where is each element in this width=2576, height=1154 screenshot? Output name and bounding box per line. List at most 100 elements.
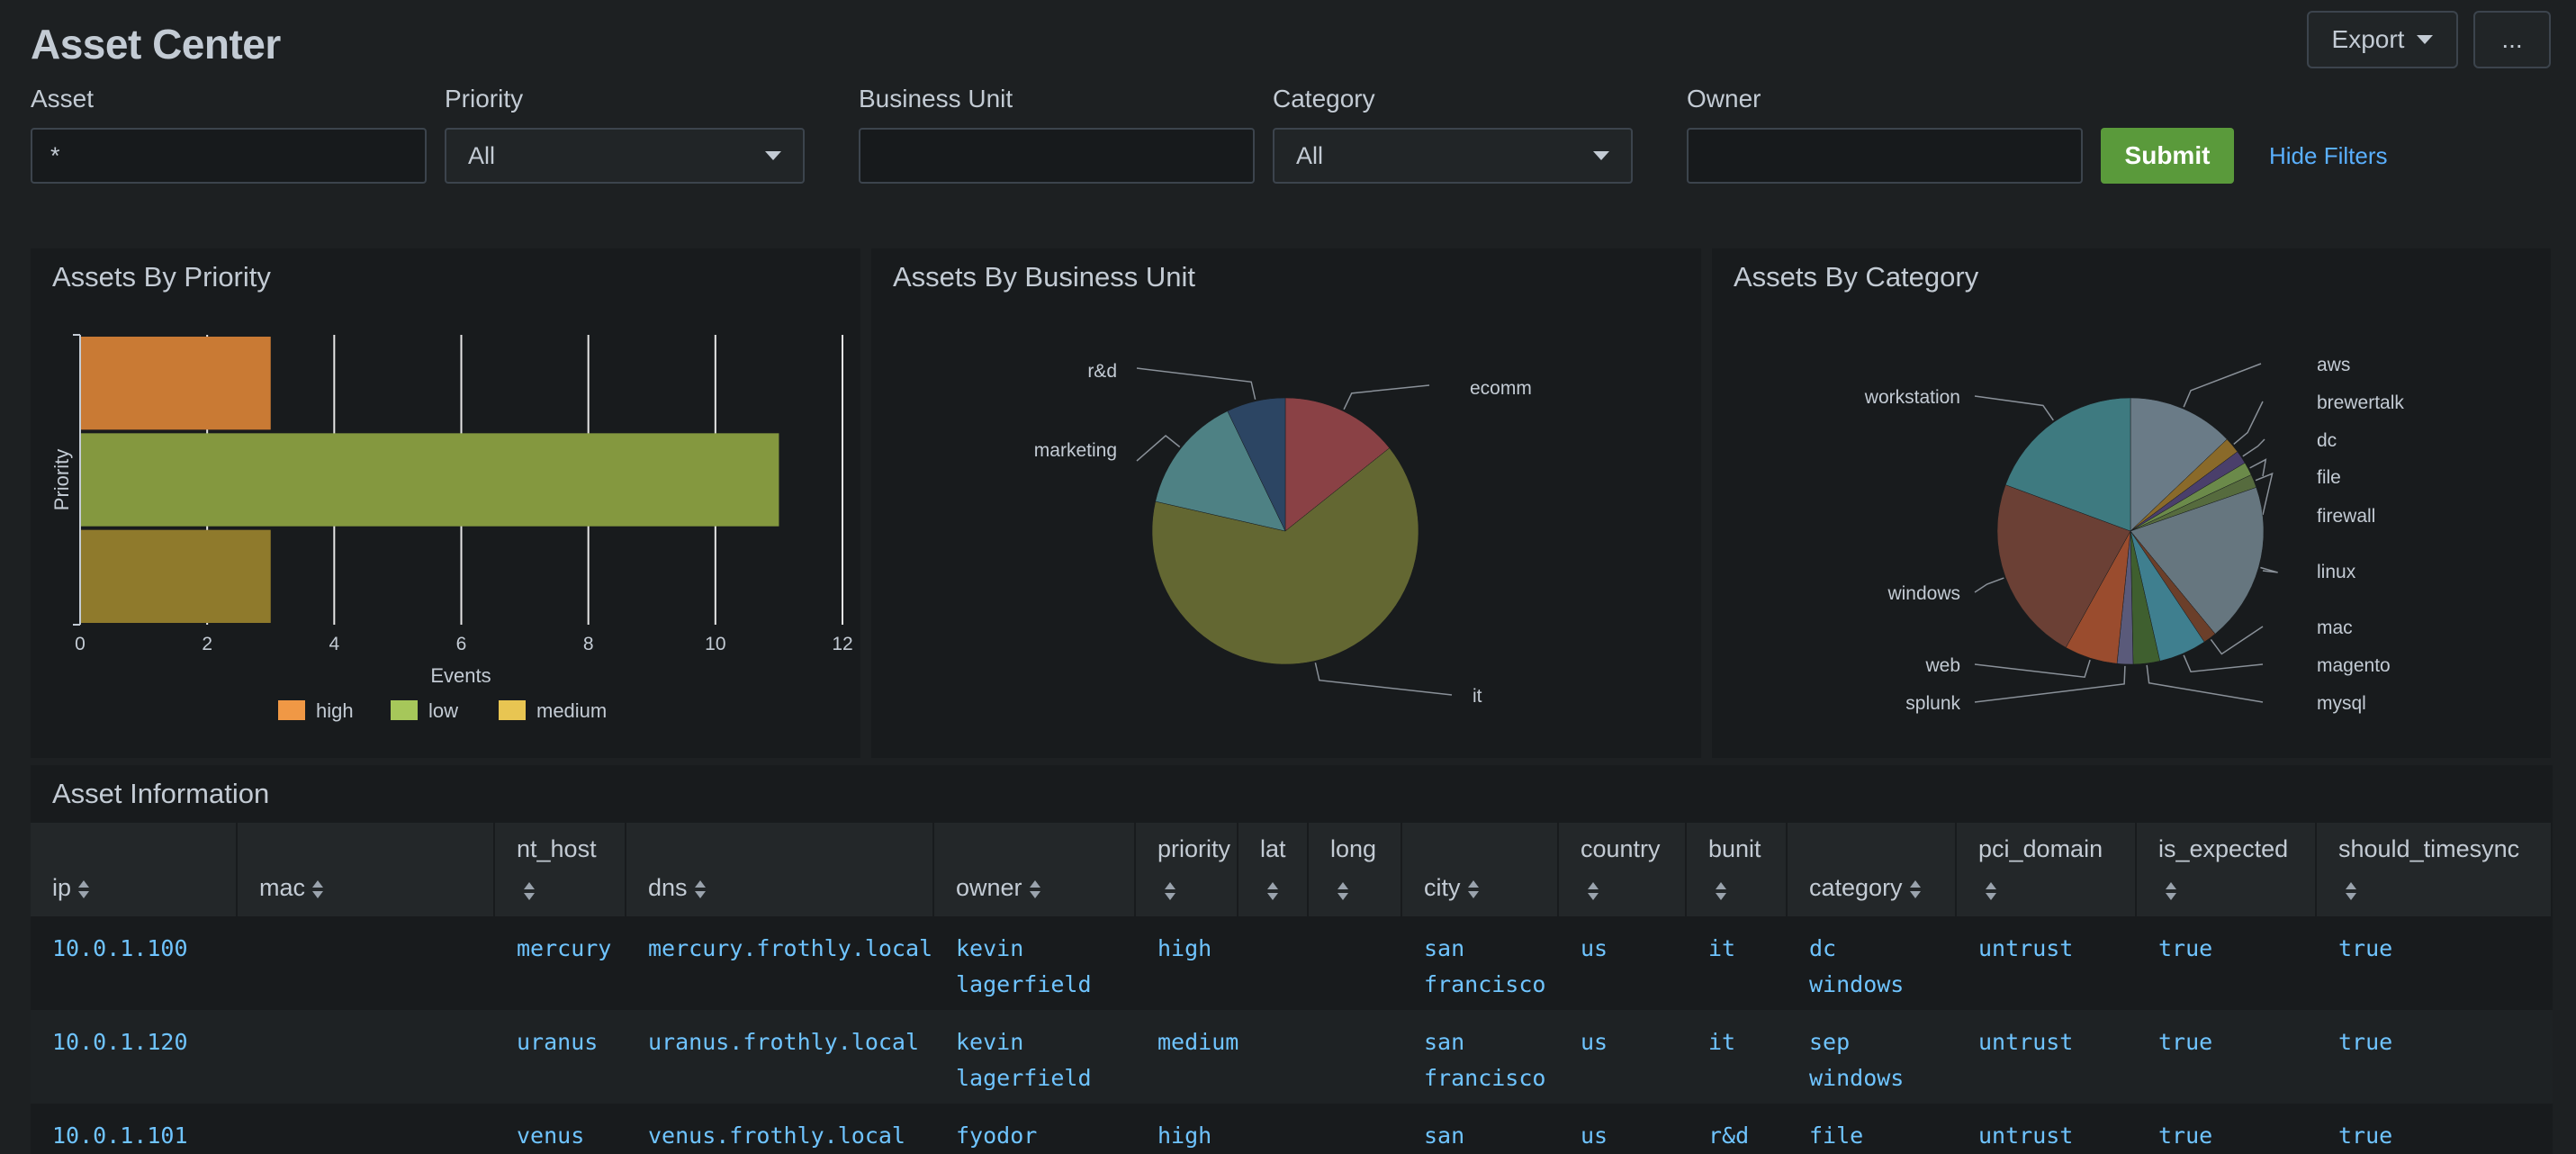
- cell-dns[interactable]: uranus.frothly.local: [648, 1029, 920, 1055]
- owner-input[interactable]: [1687, 128, 2083, 184]
- cell-priority[interactable]: high: [1157, 935, 1212, 961]
- column-header-dns[interactable]: dns: [626, 823, 934, 916]
- cell-ip[interactable]: 10.0.1.120: [52, 1029, 188, 1055]
- cell-pci-domain[interactable]: untrust: [1978, 935, 2074, 961]
- cell-category[interactable]: file: [1788, 1118, 1863, 1154]
- slice-ecomm: [1284, 397, 1391, 532]
- x-axis-label: Events: [430, 664, 491, 687]
- leader-line: [1136, 435, 1181, 462]
- pie-label-it: it: [1473, 686, 1482, 707]
- column-header-mac[interactable]: mac: [238, 823, 495, 916]
- column-header-pci-domain[interactable]: pci_domain: [1957, 823, 2137, 916]
- cell-value: file: [1809, 1122, 1864, 1149]
- table-row[interactable]: 10.0.1.101 venus venus.frothly.local fyodor…: [31, 1104, 2553, 1154]
- hide-filters-link[interactable]: Hide Filters: [2269, 142, 2388, 169]
- sort-icon: [1165, 881, 1175, 901]
- table-row[interactable]: 10.0.1.120 uranus uranus.frothly.local kevi…: [31, 1010, 2553, 1104]
- slice-workstation: [2004, 397, 2131, 532]
- column-header-ip[interactable]: ip: [31, 823, 238, 916]
- cell-bunit[interactable]: r&d: [1708, 1122, 1750, 1149]
- cell-is-expected[interactable]: true: [2158, 1029, 2213, 1055]
- cell-country[interactable]: us: [1581, 935, 1608, 961]
- cell-category[interactable]: sep windows: [1788, 1024, 1904, 1096]
- cell-ip[interactable]: 10.0.1.100: [52, 935, 188, 961]
- export-label: Export: [2331, 25, 2405, 53]
- asset-input[interactable]: *: [31, 128, 427, 184]
- table-title: Asset Information: [52, 778, 270, 809]
- pie-label-web: web: [1924, 655, 1960, 676]
- cell-owner[interactable]: kevin lagerfield: [934, 931, 1092, 1003]
- cell-value: san: [1424, 1029, 1465, 1055]
- x-tick-label: 4: [329, 634, 339, 654]
- cell-value: francisco: [1424, 1065, 1546, 1091]
- pie-label-mysql: mysql: [2317, 693, 2366, 714]
- sort-icon: [312, 879, 324, 899]
- export-button[interactable]: Export: [2307, 11, 2458, 68]
- cell-bunit[interactable]: it: [1708, 1029, 1736, 1055]
- owner-filter-label: Owner: [1687, 85, 1761, 113]
- cell-should-timesync[interactable]: true: [2338, 1122, 2393, 1149]
- cell-pci-domain[interactable]: untrust: [1978, 1122, 2074, 1149]
- pie-label-linux: linux: [2317, 562, 2356, 582]
- pie-label-firewall: firewall: [2317, 506, 2375, 527]
- cell-pci-domain[interactable]: untrust: [1978, 1029, 2074, 1055]
- cell-ip[interactable]: 10.0.1.101: [52, 1122, 188, 1149]
- column-header-long[interactable]: long: [1309, 823, 1402, 916]
- cell-city[interactable]: san francisco: [1402, 931, 1545, 1003]
- cell-is-expected[interactable]: true: [2158, 1122, 2213, 1149]
- cell-value: lagerfield: [956, 1065, 1092, 1091]
- column-header-label: category: [1809, 874, 1903, 901]
- cell-owner[interactable]: fyodor: [934, 1118, 1037, 1154]
- priority-select[interactable]: All: [445, 128, 805, 184]
- cell-owner[interactable]: kevin lagerfield: [934, 1024, 1092, 1096]
- cell-country[interactable]: us: [1581, 1029, 1608, 1055]
- cell-is-expected[interactable]: true: [2158, 935, 2213, 961]
- cell-city[interactable]: san francisco: [1402, 1024, 1545, 1096]
- pie-label-workstation: workstation: [1864, 387, 1960, 408]
- x-tick-label: 2: [202, 634, 212, 654]
- pie-label-brewertalk: brewertalk: [2317, 392, 2404, 413]
- cell-city[interactable]: san: [1402, 1118, 1464, 1154]
- column-header-country[interactable]: country: [1559, 823, 1687, 916]
- column-header-is-expected[interactable]: is_expected: [2137, 823, 2317, 916]
- cell-priority[interactable]: medium: [1157, 1029, 1239, 1055]
- column-header-should-timesync[interactable]: should_timesync: [2317, 823, 2553, 916]
- column-header-owner[interactable]: owner: [934, 823, 1136, 916]
- x-tick-label: 12: [832, 634, 852, 654]
- column-header-lat[interactable]: lat: [1238, 823, 1309, 916]
- column-header-nt-host[interactable]: nt_host: [495, 823, 626, 916]
- cell-bunit[interactable]: it: [1708, 935, 1736, 961]
- cell-should-timesync[interactable]: true: [2338, 935, 2393, 961]
- bar-low: [81, 433, 779, 527]
- leader-line: [1974, 395, 2054, 421]
- cell-value: francisco: [1424, 971, 1546, 997]
- sort-icon: [1909, 879, 1921, 899]
- column-header-priority[interactable]: priority: [1136, 823, 1238, 916]
- column-header-bunit[interactable]: bunit: [1687, 823, 1788, 916]
- pie-label-dc: dc: [2317, 430, 2337, 451]
- panel-title: Assets By Category: [1734, 261, 1979, 293]
- column-header-label: bunit: [1708, 835, 1761, 862]
- table-row[interactable]: 10.0.1.100 mercury mercury.frothly.local ke…: [31, 916, 2553, 1010]
- cell-dns[interactable]: venus.frothly.local: [648, 1122, 905, 1149]
- cell-value: windows: [1809, 1065, 1905, 1091]
- sort-icon: [1588, 881, 1599, 901]
- cell-should-timesync[interactable]: true: [2338, 1029, 2393, 1055]
- column-header-city[interactable]: city: [1402, 823, 1559, 916]
- cell-priority[interactable]: high: [1157, 1122, 1212, 1149]
- cell-nt-host[interactable]: mercury: [517, 935, 612, 961]
- category-select[interactable]: All: [1273, 128, 1633, 184]
- cell-category[interactable]: dc windows: [1788, 931, 1904, 1003]
- more-options-button[interactable]: ...: [2473, 11, 2551, 68]
- pie-label-marketing: marketing: [1034, 440, 1117, 461]
- asset-information-panel: Asset Information ip mac nt_host dns owner pr…: [31, 765, 2553, 1154]
- submit-button[interactable]: Submit: [2101, 128, 2234, 184]
- business-unit-input[interactable]: [859, 128, 1255, 184]
- cell-nt-host[interactable]: venus: [517, 1122, 585, 1149]
- column-header-category[interactable]: category: [1788, 823, 1957, 916]
- cell-country[interactable]: us: [1581, 1122, 1608, 1149]
- cell-dns[interactable]: mercury.frothly.local: [648, 935, 933, 961]
- legend-label-high: high: [316, 699, 354, 722]
- leader-line: [1974, 665, 2126, 703]
- cell-nt-host[interactable]: uranus: [517, 1029, 599, 1055]
